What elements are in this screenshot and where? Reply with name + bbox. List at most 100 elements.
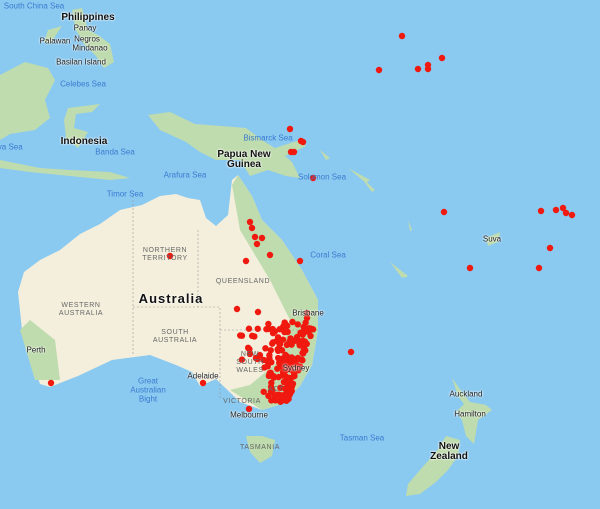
occurrence-marker[interactable] [269,339,277,346]
occurrence-marker[interactable] [562,209,570,217]
occurrence-marker[interactable] [440,208,448,216]
occurrence-marker[interactable] [535,264,543,272]
occurrence-marker[interactable] [266,251,274,259]
occurrence-marker[interactable] [290,148,298,156]
fiji [486,232,500,246]
occurrence-marker[interactable] [274,365,281,372]
occurrence-marker[interactable] [274,334,282,341]
occurrence-marker[interactable] [552,206,560,214]
occurrence-marker[interactable] [281,385,289,392]
occurrence-marker[interactable] [424,65,432,73]
occurrence-marker[interactable] [266,352,273,359]
occurrence-marker[interactable] [263,325,270,333]
occurrence-marker[interactable] [246,350,254,358]
occurrence-marker[interactable] [305,328,312,336]
occurrence-marker[interactable] [233,305,241,313]
occurrence-marker[interactable] [546,244,554,252]
occurrence-marker[interactable] [300,323,307,331]
occurrence-marker[interactable] [258,234,266,242]
occurrence-marker[interactable] [270,374,278,381]
occurrence-marker[interactable] [291,359,298,367]
occurrence-marker[interactable] [253,354,261,362]
occurrence-marker[interactable] [260,388,267,395]
occurrence-marker[interactable] [309,174,317,182]
occurrence-marker[interactable] [375,66,383,74]
occurrence-marker[interactable] [294,321,301,328]
occurrence-marker[interactable] [253,240,261,248]
occurrence-marker[interactable] [288,366,295,374]
occurrence-marker[interactable] [166,252,174,260]
occurrence-marker[interactable] [438,54,446,62]
state-label: NORTHERN TERRITORY [142,247,188,262]
occurrence-marker[interactable] [274,346,281,353]
occurrence-marker[interactable] [281,328,288,336]
occurrence-marker[interactable] [279,358,286,365]
state-label: WESTERN AUSTRALIA [58,302,104,317]
occurrence-marker[interactable] [289,318,296,326]
occurrence-marker[interactable] [269,386,276,394]
new-britain [275,140,306,156]
occurrence-marker[interactable] [288,387,295,395]
occurrence-marker[interactable] [286,338,293,346]
lesser-sunda-islands [0,160,130,180]
occurrence-marker[interactable] [269,325,276,333]
occurrence-marker[interactable] [246,345,253,353]
occurrence-marker[interactable] [242,257,250,265]
occurrence-marker[interactable] [297,329,304,337]
occurrence-marker[interactable] [273,391,281,399]
occurrence-markers[interactable] [47,32,576,413]
vanuatu [390,220,412,278]
occurrence-marker[interactable] [279,368,287,376]
occurrence-marker[interactable] [295,367,302,374]
occurrence-marker[interactable] [260,356,267,364]
occurrence-marker[interactable] [246,218,254,226]
occurrence-marker[interactable] [265,320,272,328]
occurrence-marker[interactable] [254,325,261,332]
state-label: ACT [268,386,284,393]
city-label-suva: Suva [482,234,502,244]
borneo [0,62,55,140]
occurrence-marker[interactable] [302,347,309,354]
nz-north-island [452,378,492,444]
occurrence-marker[interactable] [245,405,253,413]
occurrence-marker[interactable] [280,378,288,386]
occurrence-marker[interactable] [268,359,275,366]
sea-label: Timor Sea [106,189,144,199]
occurrence-marker[interactable] [254,308,262,316]
occurrence-marker[interactable] [285,362,293,369]
occurrence-marker[interactable] [568,211,576,219]
occurrence-marker[interactable] [251,233,259,241]
country-label-papua-new-guinea: Papua New Guinea [217,149,271,170]
occurrence-marker[interactable] [47,379,55,387]
occurrence-marker[interactable] [283,397,290,404]
occurrence-marker[interactable] [262,345,269,352]
occurrence-marker[interactable] [248,332,256,340]
occurrence-marker[interactable] [299,138,307,146]
occurrence-marker[interactable] [265,392,272,400]
occurrence-marker[interactable] [398,32,406,40]
occurrence-marker[interactable] [289,380,297,388]
occurrence-marker[interactable] [296,257,304,265]
occurrence-marker[interactable] [295,355,302,363]
occurrence-marker[interactable] [245,325,253,332]
occurrence-marker[interactable] [267,369,274,377]
occurrence-marker[interactable] [278,397,285,405]
occurrence-marker[interactable] [199,379,207,387]
occurrence-marker[interactable] [559,204,567,212]
occurrence-marker[interactable] [238,356,246,363]
occurrence-marker[interactable] [537,207,545,215]
occurrence-marker[interactable] [296,337,303,345]
occurrence-marker[interactable] [466,264,474,272]
occurrence-marker[interactable] [347,348,355,356]
occurrence-marker[interactable] [238,332,246,339]
sea-label: Coral Sea [310,250,346,260]
occurrence-marker[interactable] [414,65,422,73]
occurrence-marker[interactable] [248,224,256,232]
occurrence-marker[interactable] [288,354,295,361]
occurrence-marker[interactable] [276,326,283,333]
occurrence-marker[interactable] [286,125,294,133]
occurrence-marker[interactable] [303,309,311,317]
occurrence-marker[interactable] [267,347,274,354]
